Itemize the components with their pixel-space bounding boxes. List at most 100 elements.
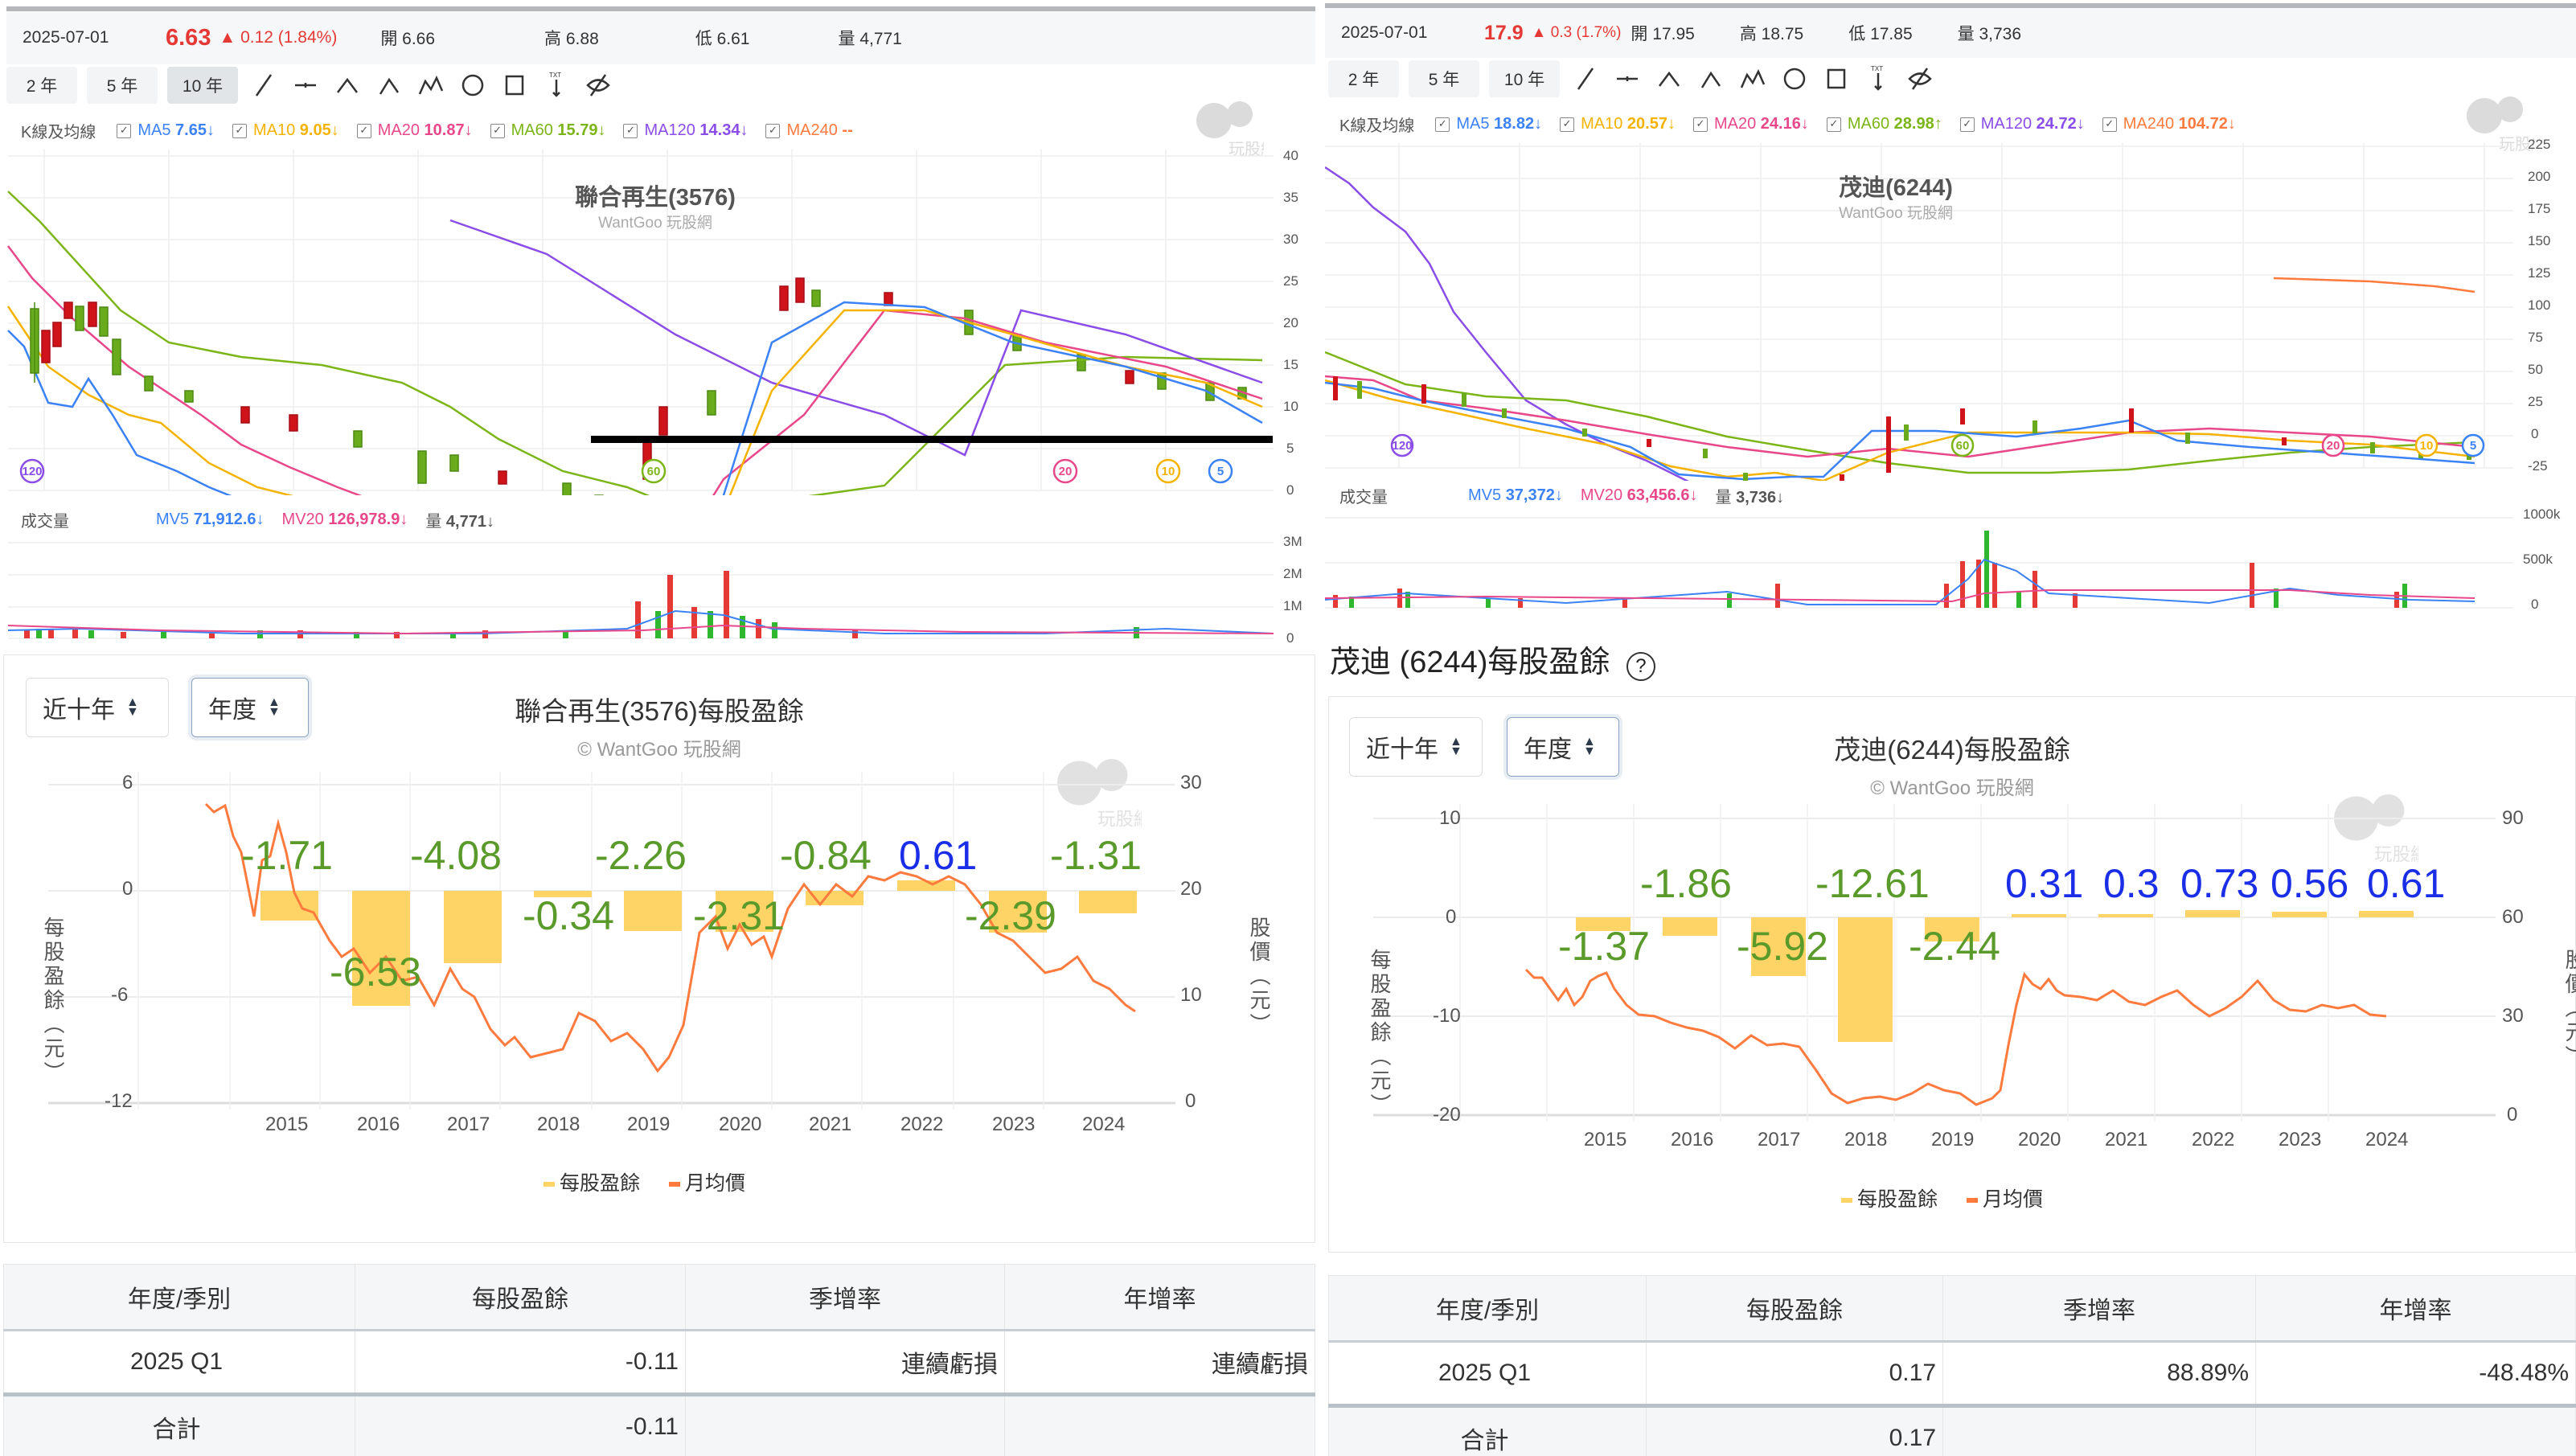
trend-line-tool-icon[interactable] xyxy=(1569,63,1602,95)
candlestick-chart[interactable]: 120 60 20 10 5 xyxy=(1325,143,2515,481)
ma20-toggle[interactable]: ✓ MA20 24.16 ↓ xyxy=(1692,115,1809,133)
svg-text:120: 120 xyxy=(1392,439,1412,453)
volume-legend: 成交量 MV5 37,372↓ MV20 63,456.6↓ 量 3,736↓ xyxy=(1339,486,1785,507)
range-2y-button[interactable]: 2 年 xyxy=(1328,60,1399,97)
eps-bar-line-chart[interactable] xyxy=(1325,804,2576,1142)
ma60-toggle[interactable]: ✓ MA60 15.79 ↓ xyxy=(490,121,605,140)
circle-tool-icon[interactable] xyxy=(457,69,489,101)
horizontal-line-tool-icon[interactable] xyxy=(289,69,322,101)
ma240-toggle[interactable]: ✓ MA240 -- xyxy=(765,121,853,140)
help-question-icon[interactable]: ? xyxy=(1626,652,1655,681)
eps-bar-line-chart[interactable] xyxy=(0,772,1315,1142)
svg-text:玩股網: 玩股網 xyxy=(2499,135,2534,154)
abc-pattern-tool-icon[interactable] xyxy=(373,69,405,101)
right-stock-panel: 2025-07-01 17.9 ▲ 0.3 (1.7%) 開 17.95 高 1… xyxy=(1325,0,2576,1456)
kchart-subtitle: WantGoo 玩股網 xyxy=(1839,205,1953,222)
svg-text:10: 10 xyxy=(1162,465,1175,478)
checkbox-icon[interactable]: ✓ xyxy=(490,123,505,138)
rectangle-tool-icon[interactable] xyxy=(1820,63,1852,95)
text-tool-icon[interactable]: TXT xyxy=(1862,63,1894,95)
quote-change: ▲ 0.3 (1.7%) xyxy=(1531,24,1622,41)
quote-volume: 量 3,736 xyxy=(1957,25,2022,43)
svg-text:玩股網: 玩股網 xyxy=(1229,140,1264,158)
eps-label-2021: -0.84 xyxy=(780,833,872,878)
legend-eps[interactable]: 每股盈餘 xyxy=(1841,1183,1938,1212)
candlestick-chart[interactable]: 120 60 20 10 5 xyxy=(0,150,1286,495)
table-total-row: 合計 0.17 xyxy=(1328,1404,2576,1456)
quote-high: 高 18.75 xyxy=(1739,25,1804,43)
legend-price[interactable]: 月均價 xyxy=(669,1167,745,1196)
range-10y-button[interactable]: 10 年 xyxy=(167,67,238,104)
abc-pattern-tool-icon[interactable] xyxy=(1695,63,1727,95)
angle-tool-icon[interactable] xyxy=(1653,63,1685,95)
kchart-title: 聯合再生(3576) xyxy=(575,185,736,211)
type-select[interactable]: 年度 ▲ ▼ xyxy=(1507,717,1619,777)
volume-chart[interactable] xyxy=(0,539,1278,643)
svg-text:5: 5 xyxy=(1217,465,1224,478)
hide-drawings-icon[interactable] xyxy=(582,69,614,101)
svg-text:60: 60 xyxy=(647,465,661,478)
ma10-toggle[interactable]: ✓ MA10 20.57 ↓ xyxy=(1560,115,1676,133)
svg-text:20: 20 xyxy=(2327,439,2340,453)
ma60-toggle[interactable]: ✓ MA60 28.98 ↑ xyxy=(1826,115,1942,133)
left-stock-panel: 2025-07-01 6.63 ▲ 0.12 (1.84%) 開 6.66 高 … xyxy=(0,6,1315,1456)
legend-price[interactable]: 月均價 xyxy=(1967,1183,2043,1212)
ma120-toggle[interactable]: ✓ MA120 24.72 ↓ xyxy=(1959,115,2085,133)
ma10-toggle[interactable]: ✓ MA10 9.05 ↓ xyxy=(232,121,339,140)
ma5-toggle[interactable]: ✓ MA5 7.65 ↓ xyxy=(117,121,215,140)
range-5y-button[interactable]: 5 年 xyxy=(87,67,158,104)
period-select[interactable]: 近十年 ▲ ▼ xyxy=(1349,717,1483,777)
svg-text:5: 5 xyxy=(2470,439,2476,453)
eps-label-2024: 0.61 xyxy=(2367,861,2446,906)
eps-right-y-label: 股價（元） xyxy=(2562,949,2576,1069)
angle-tool-icon[interactable] xyxy=(331,69,363,101)
hide-drawings-icon[interactable] xyxy=(1904,63,1936,95)
eps-chart-title: 聯合再生(3576)每股盈餘 xyxy=(515,696,804,726)
range-2y-button[interactable]: 2 年 xyxy=(6,67,77,104)
checkbox-icon[interactable]: ✓ xyxy=(117,123,132,138)
svg-text:120: 120 xyxy=(22,465,42,478)
checkbox-icon[interactable]: ✓ xyxy=(1692,117,1708,132)
eps-label-2022: 0.73 xyxy=(2180,861,2259,906)
eps-label-2019: -2.26 xyxy=(595,833,687,878)
ma-legend: K線及均線 ✓ MA5 7.65 ↓ ✓ MA10 9.05 ↓ ✓ MA20 10.87… xyxy=(21,119,871,142)
checkbox-icon[interactable]: ✓ xyxy=(2102,117,2117,132)
quote-price: 6.63 xyxy=(166,24,211,51)
abcd-pattern-tool-icon[interactable] xyxy=(1737,63,1769,95)
eps-label-2018: -0.34 xyxy=(523,893,614,938)
ma20-toggle[interactable]: ✓ MA20 10.87 ↓ xyxy=(356,121,473,140)
volume-chart[interactable] xyxy=(1325,515,2515,611)
circle-tool-icon[interactable] xyxy=(1778,63,1811,95)
ma120-toggle[interactable]: ✓ MA120 14.34 ↓ xyxy=(623,121,748,140)
ma240-toggle[interactable]: ✓ MA240 104.72 ↓ xyxy=(2102,115,2236,133)
kchart-title: 茂迪(6244) xyxy=(1839,175,1953,201)
table-total-row: 合計 -0.11 xyxy=(3,1392,1315,1456)
checkbox-icon[interactable]: ✓ xyxy=(232,123,247,138)
horizontal-line-tool-icon[interactable] xyxy=(1611,63,1643,95)
checkbox-icon[interactable]: ✓ xyxy=(1959,117,1975,132)
checkbox-icon[interactable]: ✓ xyxy=(1826,117,1841,132)
eps-label-2017: -4.08 xyxy=(410,833,502,878)
text-tool-icon[interactable]: TXT xyxy=(540,69,572,101)
checkbox-icon[interactable]: ✓ xyxy=(765,123,781,138)
rectangle-tool-icon[interactable] xyxy=(498,69,531,101)
type-select[interactable]: 年度 ▲ ▼ xyxy=(191,678,309,737)
range-10y-button[interactable]: 10 年 xyxy=(1489,60,1560,97)
ma-legend-label: K線及均線 xyxy=(1339,117,1415,135)
period-select[interactable]: 近十年 ▲ ▼ xyxy=(26,678,169,737)
range-5y-button[interactable]: 5 年 xyxy=(1409,60,1479,97)
quote-change: ▲ 0.12 (1.84%) xyxy=(219,28,338,47)
eps-label-2017: -5.92 xyxy=(1737,924,1828,969)
trend-line-tool-icon[interactable] xyxy=(248,69,280,101)
wantgoo-logo-watermark: 玩股網 xyxy=(1057,759,1142,830)
legend-eps[interactable]: 每股盈餘 xyxy=(544,1167,640,1196)
abcd-pattern-tool-icon[interactable] xyxy=(415,69,447,101)
ma5-toggle[interactable]: ✓ MA5 18.82 ↓ xyxy=(1435,115,1542,133)
sort-arrows-icon: ▲ ▼ xyxy=(1583,735,1596,758)
checkbox-icon[interactable]: ✓ xyxy=(1435,117,1450,132)
eps-chart-subtitle: © WantGoo 玩股網 xyxy=(577,739,741,761)
checkbox-icon[interactable]: ✓ xyxy=(623,123,638,138)
quote-low: 低 17.85 xyxy=(1848,25,1913,43)
checkbox-icon[interactable]: ✓ xyxy=(356,123,371,138)
checkbox-icon[interactable]: ✓ xyxy=(1560,117,1575,132)
